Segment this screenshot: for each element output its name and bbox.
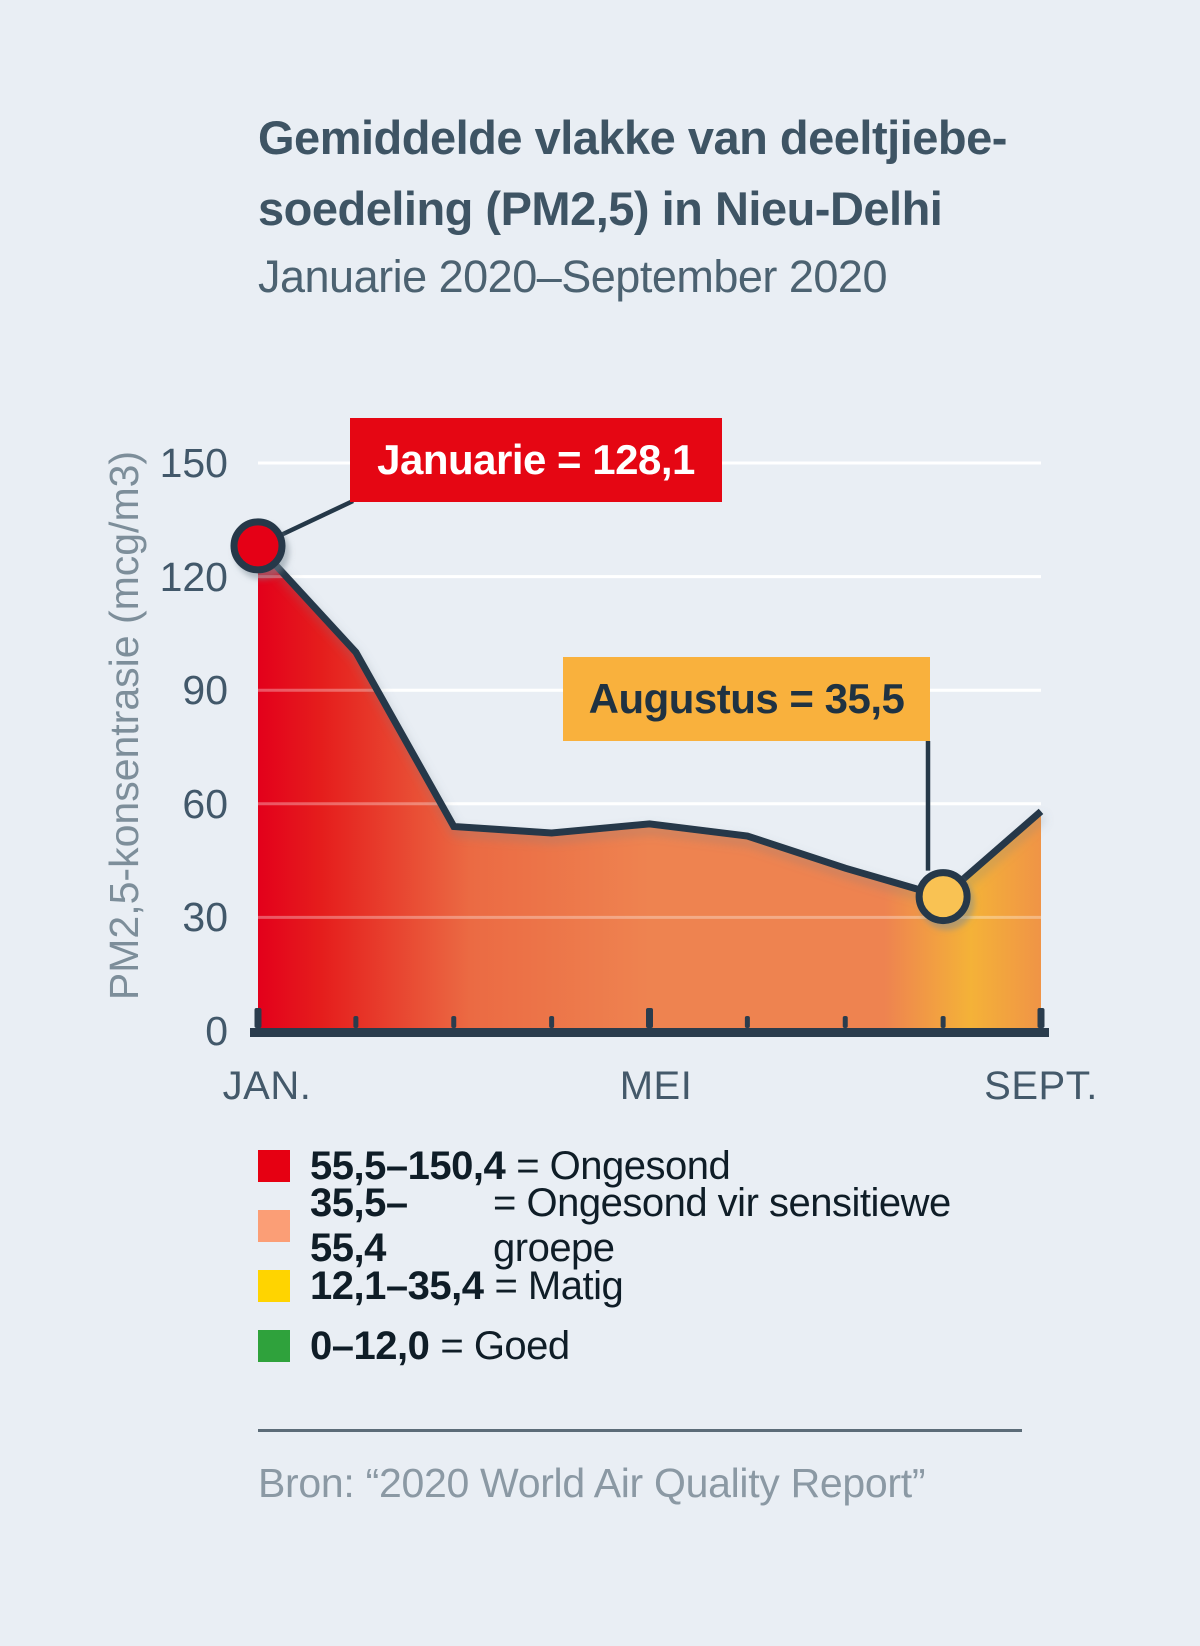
footer-divider <box>258 1429 1022 1432</box>
y-tick-label: 60 <box>182 780 228 827</box>
legend-label: = Ongesond vir sensitiewe groepe <box>493 1181 951 1270</box>
callout-januarie: Januarie = 128,1 <box>350 418 722 502</box>
legend-swatch-red <box>258 1150 290 1182</box>
y-tick-label: 120 <box>159 553 228 600</box>
legend-label: = Matig <box>494 1263 624 1308</box>
x-axis <box>250 1008 1049 1037</box>
legend-row-matig: 12,1–35,4 = Matig <box>258 1264 1078 1308</box>
legend-swatch-salmon <box>258 1210 290 1242</box>
legend-row-sensitief: 35,5–55,4 = Ongesond vir sensitiewe groe… <box>258 1181 1078 1270</box>
aqi-legend: 55,5–150,4 = Ongesond 35,5–55,4 = Ongeso… <box>258 1144 1078 1390</box>
legend-row-goed: 0–12,0 = Goed <box>258 1324 1078 1368</box>
y-tick-label: 30 <box>182 894 228 941</box>
x-tick-label-sept: SEPT. <box>984 1064 1098 1108</box>
x-tick-label-mei: MEI <box>619 1064 693 1108</box>
area-fill <box>258 545 1041 1031</box>
y-tick-labels: 0 30 60 90 120 150 <box>118 380 228 1080</box>
legend-row-ongesond: 55,5–150,4 = Ongesond <box>258 1144 1078 1188</box>
callout-augustus: Augustus = 35,5 <box>563 657 930 741</box>
title-block: Gemiddelde vlakke van deeltjiebe- soedel… <box>258 102 1108 308</box>
x-tick-label-jan: JAN. <box>222 1064 312 1108</box>
area-chart <box>230 461 1049 1037</box>
legend-range: 35,5–55,4 <box>310 1181 408 1270</box>
legend-range: 55,5–150,4 <box>310 1143 506 1188</box>
data-line <box>255 543 1044 901</box>
y-tick-label: 90 <box>182 667 228 714</box>
data-point-jan <box>230 518 286 574</box>
callout-pointer-lines <box>280 498 931 871</box>
legend-swatch-yellow <box>258 1270 290 1302</box>
legend-label: = Ongesond <box>516 1143 731 1188</box>
page-title-line-1: Gemiddelde vlakke van deeltjiebe- <box>258 111 1007 164</box>
legend-range: 0–12,0 <box>310 1323 430 1368</box>
data-point-aug <box>915 869 971 925</box>
legend-range: 12,1–35,4 <box>310 1263 484 1308</box>
y-tick-label: 0 <box>205 1008 228 1054</box>
data-points <box>230 518 971 925</box>
legend-label: = Goed <box>440 1323 570 1368</box>
legend-swatch-green <box>258 1330 290 1362</box>
page-subtitle: Januarie 2020–September 2020 <box>258 251 888 302</box>
page-title-line-2: soedeling (PM2,5) in Nieu-Delhi <box>258 182 943 235</box>
y-tick-label: 150 <box>159 440 228 486</box>
source-text: Bron: “2020 World Air Quality Report” <box>258 1460 926 1506</box>
